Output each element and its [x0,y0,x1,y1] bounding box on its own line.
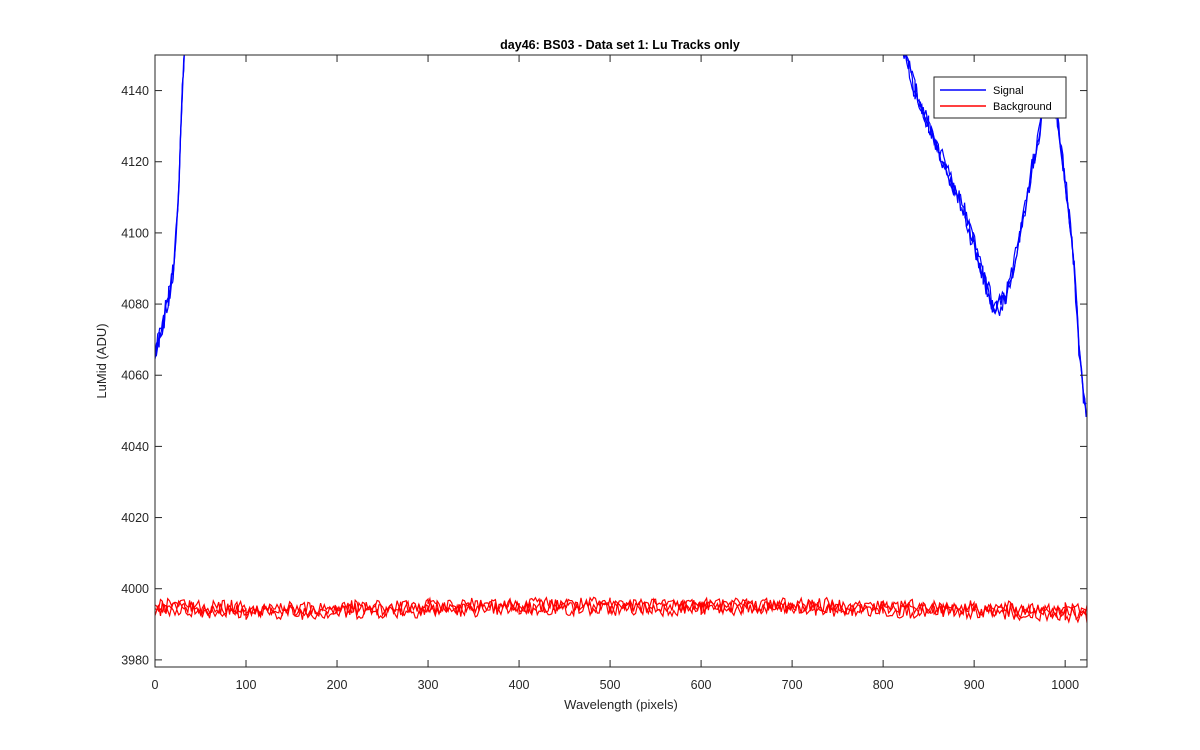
x-tick-label: 1000 [1051,678,1079,692]
y-tick-label: 4000 [121,582,149,596]
legend-label-signal: Signal [993,85,1024,97]
plot-area [155,55,1087,667]
y-tick-label: 4100 [121,226,149,240]
legend-box [933,76,1067,119]
series-layer [155,55,1087,624]
x-tick-label: 900 [964,678,985,692]
y-tick-label: 4020 [121,511,149,525]
y-tick-label: 3980 [121,653,149,667]
y-tick-label: 4140 [121,84,149,98]
x-tick-label: 200 [327,678,348,692]
x-tick-label: 700 [782,678,803,692]
series-line-background [155,596,1087,619]
x-tick-label: 300 [418,678,439,692]
y-tick-label: 4120 [121,155,149,169]
legend-label-background: Background [993,101,1052,113]
x-axis-label: Wavelength (pixels) [564,697,678,712]
y-axis-label: LuMid (ADU) [94,323,109,398]
x-tick-label: 800 [873,678,894,692]
x-tick-label: 600 [691,678,712,692]
x-tick-label: 0 [152,678,159,692]
x-tick-label: 400 [509,678,530,692]
x-tick-label: 100 [236,678,257,692]
axes-box [154,54,1088,668]
x-axis-ticks: 0 100 200 300 400 500 600 700 800 900 1000 [152,55,1079,692]
chart-title: day46: BS03 - Data set 1: Lu Tracks only [500,38,740,52]
y-tick-label: 4060 [121,369,149,383]
y-axis-ticks: 3980 4000 4020 4040 4060 4080 4100 4120 4140 [121,84,1087,667]
legend: Signal Background [933,76,1067,119]
series-line-background [155,597,1087,621]
y-tick-label: 4080 [121,298,149,312]
y-tick-label: 4040 [121,440,149,454]
x-tick-label: 500 [600,678,621,692]
series-line-background [155,599,1087,624]
